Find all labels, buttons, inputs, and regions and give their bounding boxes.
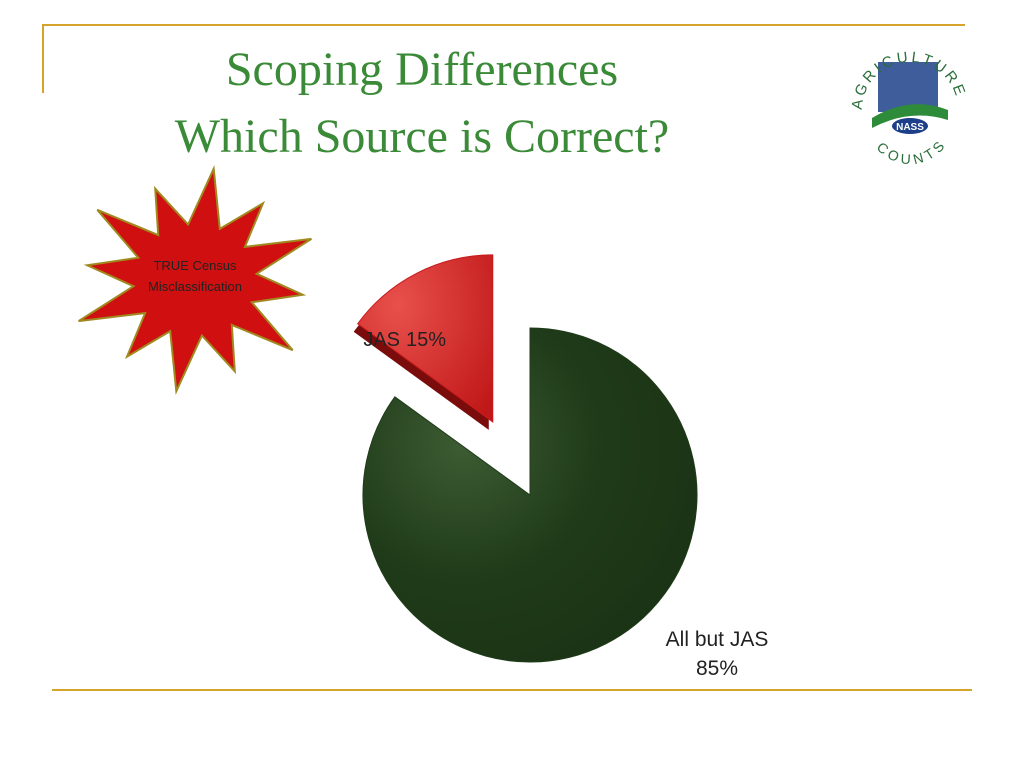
value-label: 85% [696, 657, 738, 680]
logo-bottom-text: COUNTS [874, 135, 946, 167]
category-label: All but JAS [666, 628, 769, 651]
value-label: 15% [406, 329, 446, 351]
slice [356, 254, 494, 423]
logo-badge [892, 118, 928, 134]
category-label: JAS [363, 329, 400, 351]
subtitle: Which Source is Correct? [175, 110, 669, 163]
logo-field [872, 104, 948, 128]
logo-bottom: COUNTS [874, 135, 950, 167]
logo-center: NASS [896, 122, 924, 133]
logo: AGRICULTURE NASS COUNTS [849, 49, 967, 168]
annotation: Misclassification [148, 279, 242, 294]
logo-emblem [878, 62, 938, 112]
annotation: TRUE Census [153, 258, 237, 273]
starburst [78, 165, 312, 395]
title: Scoping Differences [226, 43, 618, 96]
slice [362, 327, 698, 663]
